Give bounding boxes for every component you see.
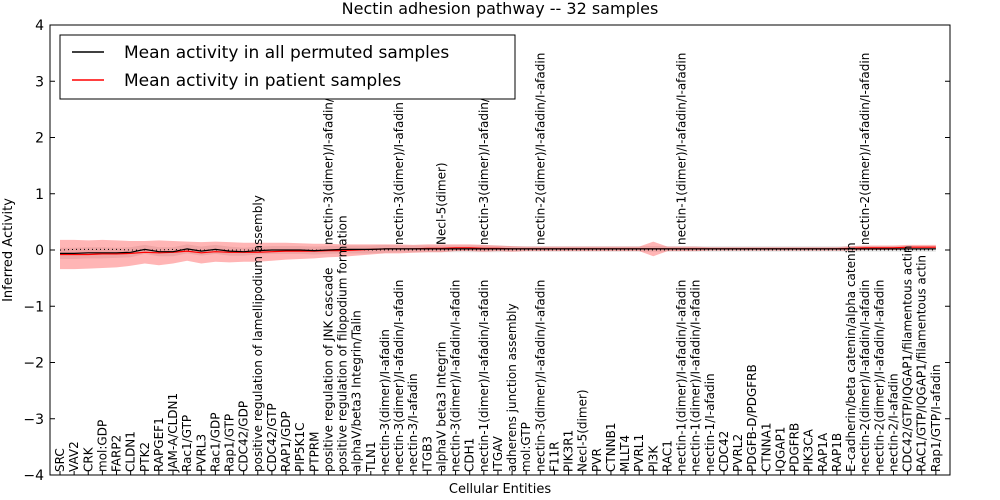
y-tick-label: 4 xyxy=(35,18,44,34)
band-permuted xyxy=(60,244,936,259)
x-tick-label: positive regulation of lamellipodium ass… xyxy=(251,195,265,472)
legend-box xyxy=(59,34,516,100)
chart-title: Nectin adhesion pathway -- 32 samples xyxy=(342,0,659,18)
band-patient xyxy=(60,239,936,270)
x-tick-label: positive regulation of filopodium format… xyxy=(336,215,350,472)
x-tick-label: positive regulation of JNK cascade xyxy=(321,268,335,472)
x-tick-label: nectin-1/I-afadin xyxy=(703,373,717,472)
x-tick-label: nectin-3(dimer)/I-afadin/I-afadin xyxy=(392,280,406,472)
x-tick-label: Rap1/GTP/I-afadin xyxy=(929,364,943,472)
x-tick-label: nectin-2(dimer)/I-afadin/I-afadin xyxy=(858,280,872,472)
x-tick-label: mol:GDP xyxy=(95,420,109,472)
x-tick-label: Rap1/GTP xyxy=(223,414,237,472)
y-tick-label: 2 xyxy=(35,131,44,147)
x-axis: SRC VAV2 CRK mol:GDP FARP2 CLDN1 PTK2 RAPGEF1 JA… xyxy=(53,53,943,475)
y-tick-label: −4 xyxy=(23,468,44,484)
x-tick-label: CDC42/GTP xyxy=(265,403,279,472)
y-tick-label: 0 xyxy=(35,243,44,259)
x-tick-label: RAC1/GTP/IQGAP1/filamentous actin xyxy=(915,255,929,472)
x-tick-label: PIK3CA xyxy=(802,428,816,472)
x-tick-label: adherens junction assembly xyxy=(505,303,519,472)
x-tick-label: CRK xyxy=(81,446,95,472)
x-tick-label-upper: nectin-3(dimer)/I-afadin/I-afadin xyxy=(321,53,335,245)
x-tick-label: PTK2 xyxy=(138,442,152,472)
x-tick-label: PVR xyxy=(590,448,604,472)
x-tick-label: MLLT4 xyxy=(618,435,632,472)
y-tick-label: 3 xyxy=(35,74,44,90)
x-tick-label: RAP1/GDP xyxy=(279,411,293,472)
x-tick-label: CDC42 xyxy=(717,431,731,472)
x-tick-label: nectin-3(dimer)/I-afadin xyxy=(378,329,392,472)
x-tick-label: IQGAP1 xyxy=(774,427,788,472)
x-tick-label: PIP5K1C xyxy=(293,422,307,472)
x-tick-label: PI3K xyxy=(646,445,660,472)
y-tick-label: 1 xyxy=(35,187,44,203)
series-line-permuted xyxy=(60,248,936,254)
x-tick-label: CDC42/GDP xyxy=(237,401,251,472)
x-tick-label: PDGFRB xyxy=(788,423,802,472)
legend: Mean activity in all permuted samples Mea… xyxy=(59,34,516,100)
x-tick-label: nectin-3/I-afadin xyxy=(406,373,420,472)
x-tick-label: alphaV beta3 Integrin xyxy=(434,341,448,472)
y-tick-label: −3 xyxy=(23,412,44,428)
y-tick-label: −2 xyxy=(23,356,44,372)
x-tick-label: nectin-3(dimer)/I-afadin/I-afadin xyxy=(533,280,547,472)
x-tick-label: nectin-2(dimer)/I-afadin/I-afadin xyxy=(872,280,886,472)
x-tick-label: Rac1/GDP xyxy=(208,413,222,472)
legend-label-permuted: Mean activity in all permuted samples xyxy=(124,43,449,63)
x-tick-label: JAM-A/CLDN1 xyxy=(166,393,180,473)
x-tick-label: CDC42/GTP/IQGAP1/filamentous actin xyxy=(901,246,915,472)
x-tick-label: CLDN1 xyxy=(124,431,138,472)
y-axis: −4 −3 −2 −1 0 1 2 3 4 xyxy=(23,18,950,484)
x-tick-label: PVRL1 xyxy=(632,434,646,472)
x-tick-label-upper: nectin-3(dimer)/I-afadin xyxy=(392,102,406,245)
x-tick-label: TLN1 xyxy=(364,441,378,473)
x-tick-label: RAC1 xyxy=(661,440,675,472)
x-tick-label: FARP2 xyxy=(110,435,124,472)
x-tick-label: mol:GTP xyxy=(519,422,533,472)
x-tick-label-upper: nectin-2(dimer)/I-afadin/I-afadin xyxy=(533,53,547,245)
x-tick-label: VAV2 xyxy=(67,441,81,472)
x-axis-label: Cellular Entities xyxy=(449,482,551,497)
x-tick-label: RAP1B xyxy=(830,433,844,472)
x-tick-label: nectin-2/I-afadin xyxy=(887,373,901,472)
x-tick-label: SRC xyxy=(53,448,67,472)
x-tick-label: F11R xyxy=(547,441,561,472)
legend-label-patient: Mean activity in patient samples xyxy=(124,71,401,91)
x-tick-label-upper: nectin-2(dimer)/I-afadin/I-afadin xyxy=(858,53,872,245)
x-tick-label: ITGB3 xyxy=(420,436,434,472)
x-tick-label-upper: nectin-1(dimer)/I-afadin/I-afadin xyxy=(675,53,689,245)
x-tick-label: RAP1A xyxy=(816,432,830,472)
y-tick-label: −1 xyxy=(23,299,44,315)
x-tick-label: PVRL3 xyxy=(194,434,208,472)
x-tick-label: alphaV/beta3 Integrin/Talin xyxy=(350,310,364,472)
y-axis-label: Inferred Activity xyxy=(1,198,16,302)
x-tick-label: CTNNB1 xyxy=(604,422,618,472)
x-tick-label: PVRL2 xyxy=(731,434,745,472)
x-tick-label: nectin-3(dimer)/I-afadin/I-afadin xyxy=(449,280,463,472)
x-tick-label: Necl-5(dimer) xyxy=(576,389,590,472)
x-tick-label: PTPRM xyxy=(307,432,321,473)
x-tick-label: ITGAV xyxy=(491,435,505,472)
plot-area xyxy=(59,239,936,270)
x-tick-label: Rac1/GTP xyxy=(180,415,194,472)
x-tick-label: RAPGEF1 xyxy=(152,417,166,472)
x-tick-label: nectin-1(dimer)/I-afadin/I-afadin xyxy=(477,280,491,472)
x-tick-label-upper: nectin-3(dimer)/I-afadin/I-afadin xyxy=(477,53,491,245)
x-tick-label: PIK3R1 xyxy=(562,430,576,472)
x-tick-label: nectin-1(dimer)/I-afadin/I-afadin xyxy=(675,280,689,472)
x-tick-label: CTNNA1 xyxy=(759,422,773,472)
x-tick-label: CDH1 xyxy=(463,438,477,472)
x-tick-label: PDGFB-D/PDGFRB xyxy=(745,364,759,472)
x-tick-label-upper: Necl-5(dimer) xyxy=(434,162,448,245)
x-tick-label: nectin-1(dimer)/I-afadin/I-afadin xyxy=(689,280,703,472)
x-tick-label: E-cadherin/beta catenin/alpha catenin xyxy=(844,242,858,472)
